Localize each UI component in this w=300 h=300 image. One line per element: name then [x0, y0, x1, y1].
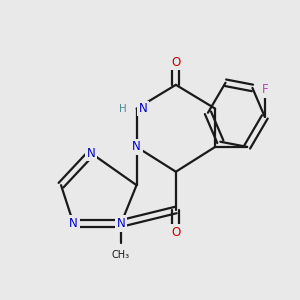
Text: N: N [132, 140, 141, 153]
Text: CH₃: CH₃ [112, 250, 130, 260]
Text: N: N [117, 217, 125, 230]
Text: O: O [171, 56, 181, 69]
Text: N: N [87, 147, 95, 160]
Text: H: H [119, 103, 127, 114]
Text: O: O [171, 226, 181, 239]
Text: N: N [69, 217, 78, 230]
Text: F: F [262, 83, 268, 97]
Text: N: N [139, 102, 147, 115]
